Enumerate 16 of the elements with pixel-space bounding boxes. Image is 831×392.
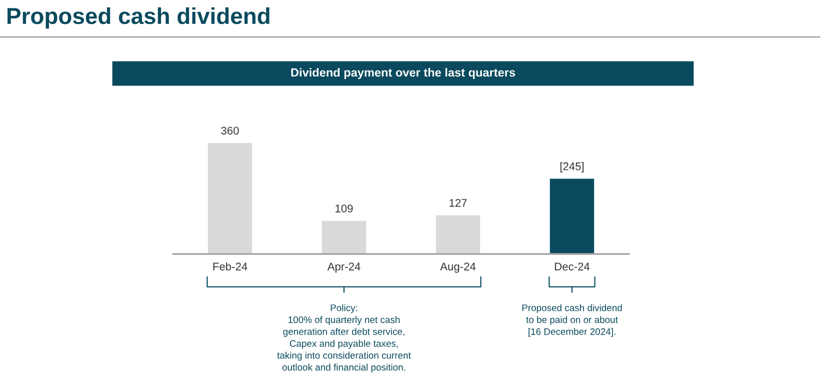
x-tick-label: Feb-24: [213, 262, 248, 270]
bar: [206, 142, 254, 254]
x-tick-label: Apr-24: [327, 262, 360, 273]
bar: [434, 214, 482, 254]
x-tick-label: Dec-24: [555, 262, 590, 270]
bar: [320, 219, 368, 254]
text: Proposed cash dividend to be paid on or about [16 December 2024].: [522, 304, 622, 337]
bar: [548, 177, 596, 254]
chart-title: Proposed cash dividend: [8, 7, 270, 29]
data-label: [245]: [560, 162, 584, 172]
text: Policy: 100% of quarterly net cash generation after debt service, Capex and payable taxes, taking into consideration current outlook and financial position.: [277, 304, 411, 372]
x-tick-label: Aug-24: [440, 262, 476, 273]
data-label: 360: [221, 126, 239, 135]
data-label: 109: [336, 204, 353, 212]
data-label: 127: [450, 198, 467, 207]
chart-subtitle: Dividend payment over the last quarters: [291, 68, 516, 80]
